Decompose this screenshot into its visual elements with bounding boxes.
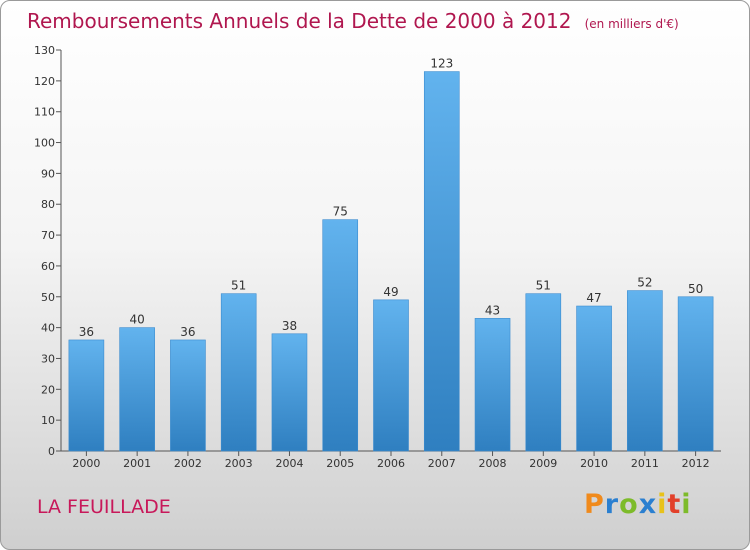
logo-letter: i [681, 489, 692, 520]
value-label-2007: 123 [430, 57, 453, 71]
logo-letter: i [657, 489, 668, 520]
chart-title-block: Remboursements Annuels de la Dette de 20… [27, 9, 679, 33]
bar-2006 [373, 299, 409, 452]
y-tick-label: 30 [41, 352, 55, 365]
chart-title: Remboursements Annuels de la Dette de 20… [27, 9, 572, 33]
x-tick-label-2011: 2011 [631, 457, 659, 470]
proxiti-logo: Proxiti [584, 489, 692, 520]
y-tick-label: 100 [34, 137, 55, 150]
x-tick-label-2000: 2000 [72, 457, 100, 470]
x-tick-label-2010: 2010 [580, 457, 608, 470]
bar-2004 [271, 333, 308, 452]
y-tick-label: 20 [41, 383, 55, 396]
y-tick-label: 50 [41, 291, 55, 304]
bar-2007 [423, 71, 460, 452]
y-tick-label: 40 [41, 322, 55, 335]
logo-letter: t [667, 489, 682, 520]
value-label-2009: 51 [536, 279, 551, 293]
y-tick-label: 70 [41, 229, 55, 242]
y-tick-label: 90 [41, 167, 55, 180]
x-tick-label-2003: 2003 [225, 457, 253, 470]
y-tick-label: 80 [41, 198, 55, 211]
y-tick-label: 120 [34, 75, 55, 88]
logo-letter: r [604, 489, 620, 520]
bar-2010 [576, 305, 612, 452]
chart-unit: (en milliers d'€) [584, 17, 679, 31]
y-tick-label: 130 [34, 44, 55, 57]
value-label-2004: 38 [282, 319, 297, 333]
bar-2001 [119, 327, 155, 452]
value-label-2005: 75 [333, 205, 348, 219]
value-label-2008: 43 [485, 303, 500, 317]
x-tick-label-2002: 2002 [174, 457, 202, 470]
bar-2005 [322, 219, 359, 452]
value-label-2006: 49 [383, 285, 398, 299]
x-tick-label-2001: 2001 [123, 457, 151, 470]
bar-2009 [525, 293, 562, 452]
x-tick-label-2009: 2009 [529, 457, 557, 470]
bar-2012 [677, 296, 714, 452]
y-tick-label: 110 [34, 106, 55, 119]
value-label-2011: 52 [637, 276, 652, 290]
logo-letter: x [638, 489, 658, 520]
value-label-2003: 51 [231, 279, 246, 293]
bar-2000 [68, 339, 105, 452]
chart-labels: 36 2000 40 2001 36 2002 51 2003 38 2004 75 2005 49 20… [72, 57, 709, 470]
chart-bars [68, 71, 714, 452]
y-tick-label: 10 [41, 414, 55, 427]
value-label-2001: 40 [130, 313, 145, 327]
bar-2011 [627, 290, 663, 452]
x-tick-label-2004: 2004 [275, 457, 303, 470]
bar-2002 [170, 339, 206, 452]
x-tick-label-2012: 2012 [682, 457, 710, 470]
y-tick-label: 0 [48, 445, 55, 458]
value-label-2002: 36 [180, 325, 195, 339]
y-tick-label: 60 [41, 260, 55, 273]
bar-2008 [474, 318, 511, 452]
x-tick-label-2005: 2005 [326, 457, 354, 470]
value-label-2010: 47 [586, 291, 601, 305]
x-tick-label-2006: 2006 [377, 457, 405, 470]
place-name: LA FEUILLADE [37, 496, 171, 518]
x-tick-label-2007: 2007 [428, 457, 456, 470]
logo-letter: P [584, 489, 605, 520]
value-label-2000: 36 [79, 325, 94, 339]
logo-letter: o [619, 489, 639, 520]
bar-2003 [220, 293, 257, 452]
x-tick-label-2008: 2008 [479, 457, 507, 470]
value-label-2012: 50 [688, 282, 703, 296]
